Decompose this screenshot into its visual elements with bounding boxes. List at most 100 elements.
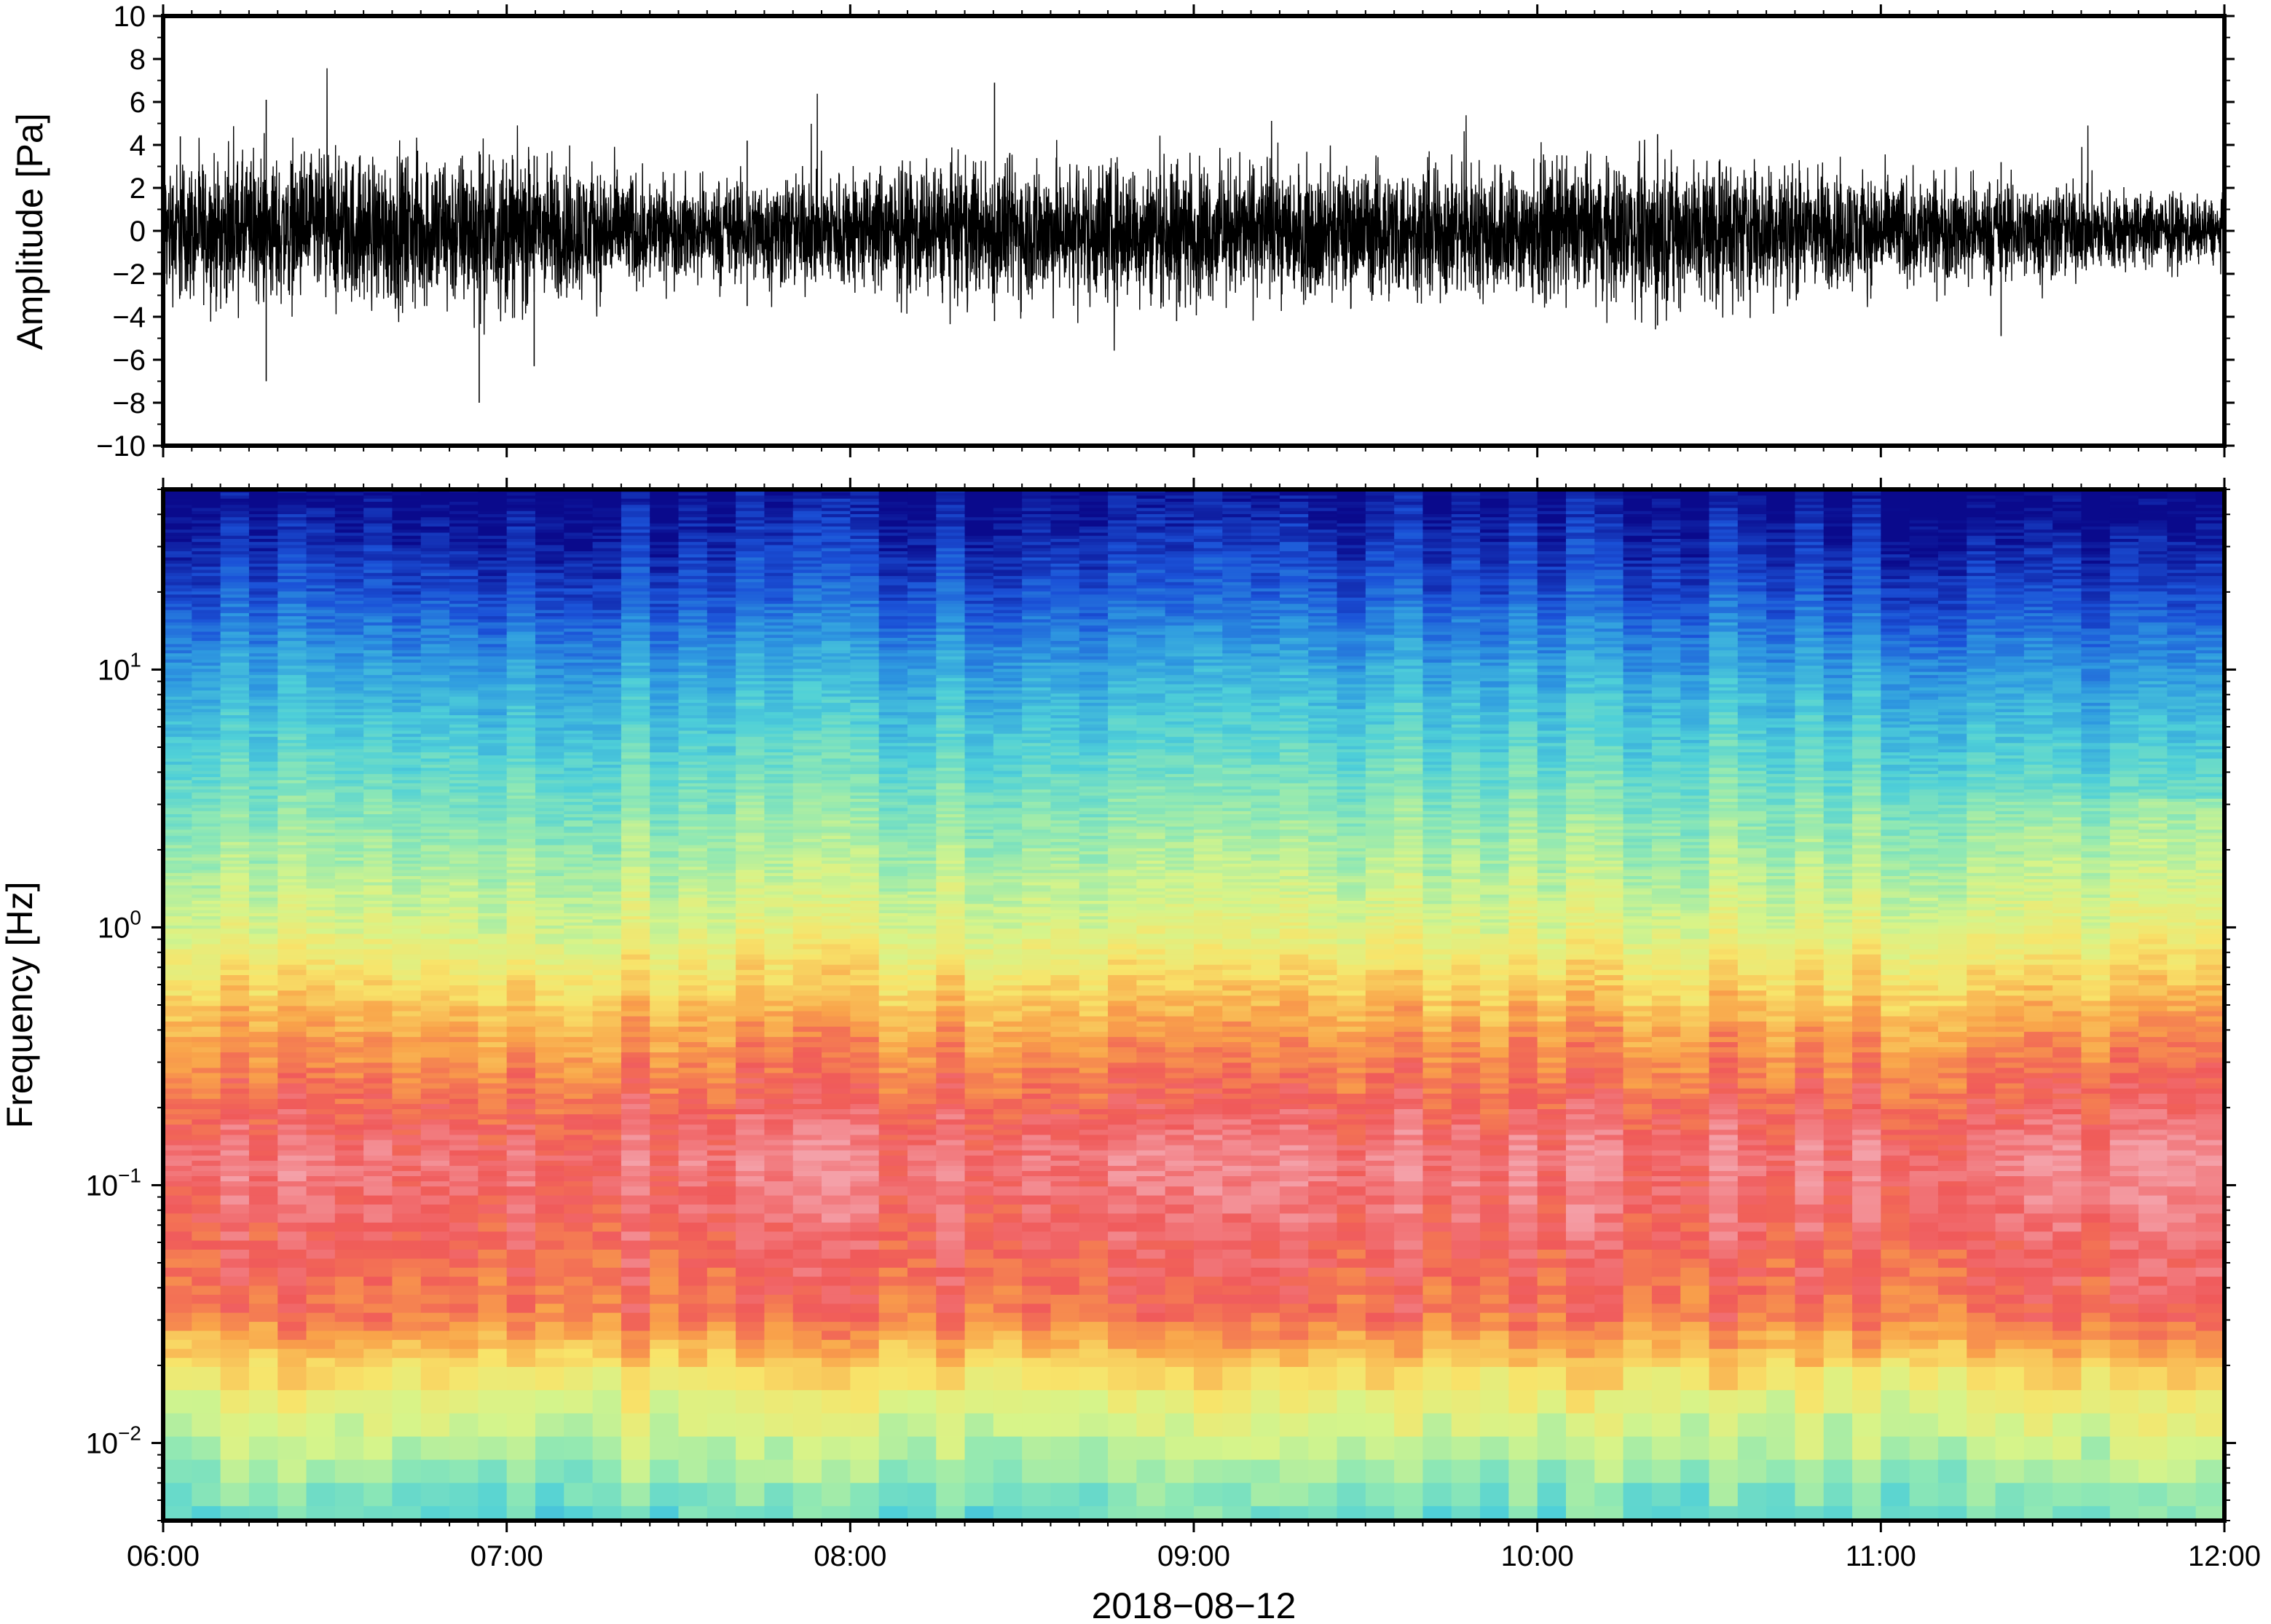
spectrogram-cell xyxy=(163,492,192,497)
spectrogram-cell xyxy=(1365,545,1395,549)
spectrogram-cell xyxy=(1594,535,1624,540)
spectrogram-cell xyxy=(392,538,422,543)
spectrogram-cell xyxy=(1136,647,1166,651)
spectrogram-cell xyxy=(822,501,851,505)
spectrogram-cell xyxy=(1909,612,1939,617)
spectrogram-cell xyxy=(2167,498,2197,502)
spectrogram-cell xyxy=(850,681,880,685)
spectrogram-cell xyxy=(1680,684,1710,688)
spectrogram-cell xyxy=(1251,579,1280,583)
spectrogram-cell xyxy=(1680,495,1710,500)
spectrogram-cell xyxy=(621,548,650,552)
spectrogram-cell xyxy=(1308,612,1338,617)
spectrogram-cell xyxy=(1937,545,1967,549)
spectrogram-cell xyxy=(2109,511,2139,515)
spectrogram-cell xyxy=(1937,659,1967,663)
spectrogram-cell xyxy=(2167,529,2197,534)
spectrogram-cell xyxy=(2081,678,2111,682)
spectrogram-cell xyxy=(220,505,250,509)
spectrogram-cell xyxy=(678,647,708,651)
spectrogram-cell xyxy=(1222,641,1252,645)
spectrogram-cell xyxy=(163,647,192,651)
spectrogram-cell xyxy=(1022,616,1052,620)
spectrogram-cell xyxy=(420,557,450,561)
spectrogram-cell xyxy=(1136,529,1166,534)
spectrogram-cell xyxy=(1165,666,1194,669)
spectrogram-cell xyxy=(592,607,622,611)
spectrogram-cell xyxy=(1594,594,1624,599)
spectrogram-cell xyxy=(220,669,250,673)
spectrogram-cell xyxy=(1022,690,1052,694)
spectrogram-cell xyxy=(278,671,307,676)
spectrogram-cell xyxy=(1022,622,1052,626)
spectrogram-cell xyxy=(1422,505,1452,509)
spectrogram-cell xyxy=(878,690,908,694)
spectrogram-cell xyxy=(535,498,564,502)
spectrogram-cell xyxy=(278,520,307,524)
spectrogram-cell xyxy=(2052,545,2082,549)
spectrogram-cell xyxy=(907,535,937,540)
spectrogram-cell xyxy=(1480,597,1509,602)
spectrogram-cell xyxy=(2052,498,2082,502)
spectrogram-cell xyxy=(363,572,393,577)
spectrogram-cell xyxy=(564,526,594,530)
spectrogram-cell xyxy=(1881,508,1910,512)
spectrogram-cell xyxy=(478,505,508,509)
spectrogram-cell xyxy=(592,684,622,688)
spectrogram-cell xyxy=(535,567,564,571)
spectrogram-cell xyxy=(2109,641,2139,645)
spectrogram-cell xyxy=(392,644,422,648)
spectrogram-cell xyxy=(1108,545,1137,549)
spectrogram-cell xyxy=(248,498,278,502)
spectrogram-cell xyxy=(878,619,908,623)
spectrogram-cell xyxy=(1194,669,1223,673)
spectrogram-cell xyxy=(1852,538,1881,543)
spectrogram-cell xyxy=(1136,662,1166,666)
spectrogram-cell xyxy=(163,622,192,626)
spectrogram-cell xyxy=(334,659,364,663)
spectrogram-cell xyxy=(1565,588,1595,592)
spectrogram-cell xyxy=(1823,607,1853,611)
spectrogram-cell xyxy=(936,653,966,657)
spectrogram-cell xyxy=(163,594,192,599)
spectrogram-cell xyxy=(220,523,250,527)
waveform-peaks xyxy=(179,82,2002,403)
spectrogram-cell xyxy=(1394,604,1424,608)
spectrogram-cell xyxy=(1594,545,1624,549)
spectrogram-cell xyxy=(1194,569,1223,574)
spectrogram-cell xyxy=(964,520,994,524)
spectrogram-cell xyxy=(2138,674,2168,679)
spectrogram-cell xyxy=(678,631,708,636)
spectrogram-cell xyxy=(707,653,736,657)
spectrogram-cell xyxy=(1451,542,1481,546)
spectrogram-cell xyxy=(1537,535,1567,540)
spectrogram-cell xyxy=(1680,612,1710,617)
spectrogram-cell xyxy=(449,690,479,694)
spectrogram-cell xyxy=(1995,631,2025,636)
spectrogram-cell xyxy=(1394,628,1424,633)
spectrogram-cell xyxy=(1279,508,1309,512)
spectrogram-cell xyxy=(1165,523,1194,527)
spectrogram-cell xyxy=(2167,656,2197,661)
spectrogram-cell xyxy=(478,563,508,567)
spectrogram-cell xyxy=(1937,591,1967,596)
spectrogram-cell xyxy=(1279,560,1309,564)
spectrogram-cell xyxy=(1852,579,1881,583)
spectrogram-cell xyxy=(1279,628,1309,633)
spectrogram-cell xyxy=(1651,572,1681,577)
spectrogram-cell xyxy=(392,535,422,540)
spectrogram-cell xyxy=(1795,498,1825,502)
spectrogram-cell xyxy=(1937,575,1967,580)
spectrogram-cell xyxy=(1422,535,1452,540)
spectrogram-cell xyxy=(2052,591,2082,596)
spectrogram-cell xyxy=(449,535,479,540)
spectrogram-cell xyxy=(2052,569,2082,574)
spectrogram-cell xyxy=(1480,690,1509,694)
spectrogram-cell xyxy=(363,520,393,524)
spectrogram-cell xyxy=(1222,622,1252,626)
spectrogram-cell xyxy=(907,612,937,617)
spectrogram-cell xyxy=(163,659,192,663)
spectrogram-cell xyxy=(506,560,536,564)
spectrogram-cell xyxy=(1881,551,1910,555)
spectrogram-cell xyxy=(506,656,536,661)
